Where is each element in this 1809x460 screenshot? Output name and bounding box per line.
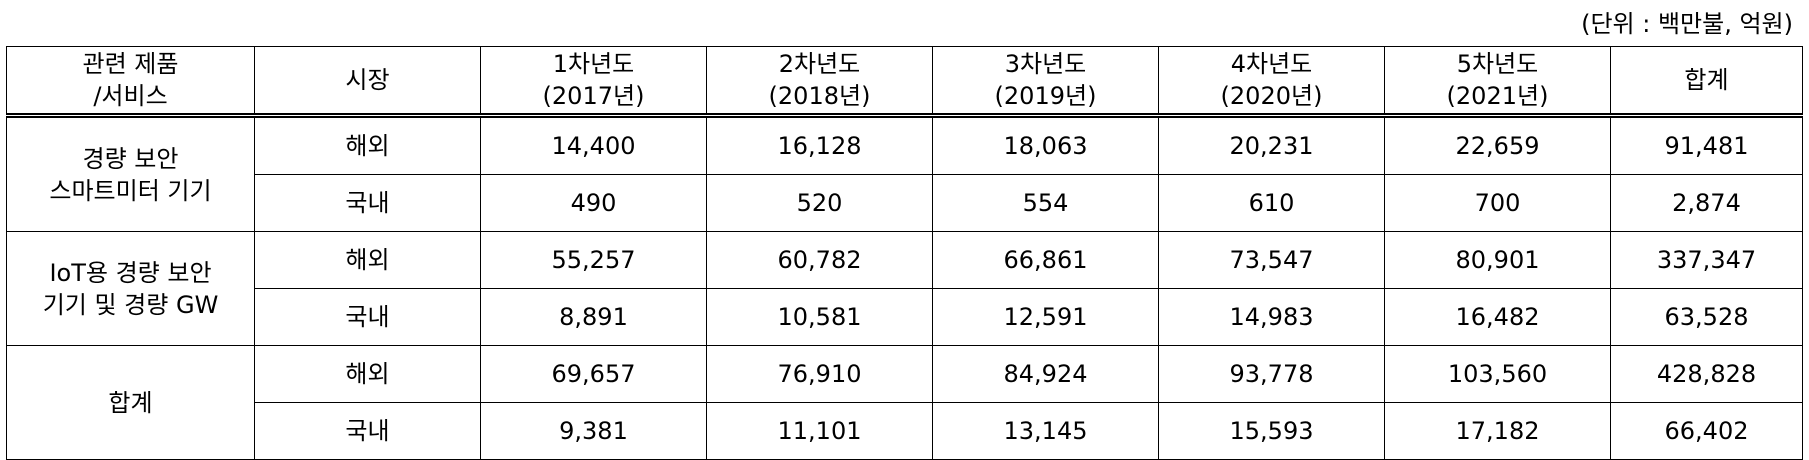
value-cell-year-2: 520: [706, 174, 933, 232]
group-label-line: 합계: [108, 388, 153, 417]
header-year-1: 1차년도 (2017년): [480, 46, 707, 118]
value-cell-year-3: 66,861: [932, 231, 1159, 289]
value-cell-year-2: 11,101: [706, 402, 933, 460]
value-cell-year-3: 12,591: [932, 288, 1159, 346]
group-label-line: IoT용 경량 보안: [49, 258, 212, 287]
market-cell: 해외: [254, 231, 481, 289]
header-year-2: 2차년도 (2018년): [706, 46, 933, 118]
header-total: 합계: [1610, 46, 1803, 118]
market-cell: 해외: [254, 115, 481, 175]
total-cell: 66,402: [1610, 402, 1803, 460]
header-row: 관련 제품 /서비스 시장 1차년도 (2017년) 2차년도 (2018년) …: [6, 46, 1803, 118]
market-cell: 국내: [254, 288, 481, 346]
total-cell: 2,874: [1610, 174, 1803, 232]
value-cell-year-5: 22,659: [1384, 115, 1611, 175]
group-label-line: 경량 보안: [82, 144, 179, 173]
header-product: 관련 제품 /서비스: [6, 46, 255, 118]
table-row: 국내 490 520 554 610 700 2,874: [7, 174, 1803, 232]
total-cell: 91,481: [1610, 115, 1803, 175]
table-row: 경량 보안 스마트미터 기기 해외 14,400 16,128 18,063 20,231 2…: [6, 115, 1803, 232]
value-cell-year-2: 10,581: [706, 288, 933, 346]
value-cell-year-4: 14,983: [1158, 288, 1385, 346]
header-year-3: 3차년도 (2019년): [932, 46, 1159, 118]
market-cell: 국내: [254, 402, 481, 460]
value-cell-year-2: 16,128: [706, 115, 933, 175]
value-cell-year-1: 9,381: [480, 402, 707, 460]
value-cell-year-5: 80,901: [1384, 231, 1611, 289]
value-cell-year-2: 76,910: [706, 345, 933, 403]
value-cell-year-3: 13,145: [932, 402, 1159, 460]
value-cell-year-5: 16,482: [1384, 288, 1611, 346]
value-cell-year-4: 610: [1158, 174, 1385, 232]
value-cell-year-3: 554: [932, 174, 1159, 232]
value-cell-year-4: 15,593: [1158, 402, 1385, 460]
value-cell-year-1: 14,400: [480, 115, 707, 175]
value-cell-year-1: 490: [480, 174, 707, 232]
group-label-line: 기기 및 경량 GW: [42, 290, 219, 319]
table-row: IoT용 경량 보안 기기 및 경량 GW 해외 55,257 60,782 66,861…: [6, 231, 1803, 346]
value-cell-year-5: 17,182: [1384, 402, 1611, 460]
group-label: 합계: [6, 345, 255, 460]
unit-note: (단위 : 백만불, 억원): [1581, 10, 1793, 38]
value-cell-year-1: 8,891: [480, 288, 707, 346]
value-cell-year-4: 73,547: [1158, 231, 1385, 289]
table-row: 합계 해외 69,657 76,910 84,924 93,778 103,560 428,8…: [6, 345, 1803, 460]
value-cell-year-3: 84,924: [932, 345, 1159, 403]
group-label-line: 스마트미터 기기: [49, 176, 212, 205]
total-cell: 337,347: [1610, 231, 1803, 289]
header-year-5: 5차년도 (2021년): [1384, 46, 1611, 118]
header-market: 시장: [254, 46, 481, 118]
table-row: 국내 8,891 10,581 12,591 14,983 16,482 63,528: [7, 288, 1803, 346]
header-year-4: 4차년도 (2020년): [1158, 46, 1385, 118]
value-cell-year-3: 18,063: [932, 115, 1159, 175]
value-cell-year-5: 700: [1384, 174, 1611, 232]
value-cell-year-2: 60,782: [706, 231, 933, 289]
value-cell-year-4: 20,231: [1158, 115, 1385, 175]
value-cell-year-5: 103,560: [1384, 345, 1611, 403]
table-row: 국내 9,381 11,101 13,145 15,593 17,182 66,402: [7, 402, 1803, 460]
market-size-table: 관련 제품 /서비스 시장 1차년도 (2017년) 2차년도 (2018년) …: [6, 46, 1803, 460]
market-cell: 해외: [254, 345, 481, 403]
market-cell: 국내: [254, 174, 481, 232]
total-cell: 428,828: [1610, 345, 1803, 403]
total-cell: 63,528: [1610, 288, 1803, 346]
value-cell-year-1: 69,657: [480, 345, 707, 403]
value-cell-year-4: 93,778: [1158, 345, 1385, 403]
value-cell-year-1: 55,257: [480, 231, 707, 289]
